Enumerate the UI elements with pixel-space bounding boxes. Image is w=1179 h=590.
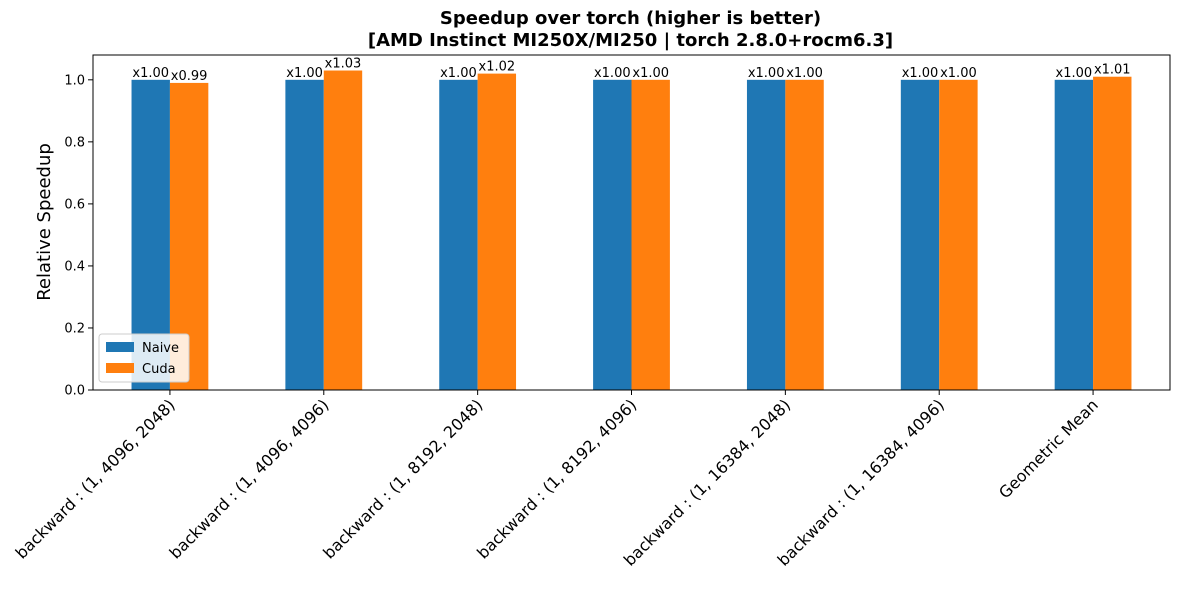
bar-label-naive-5: x1.00 [902,66,939,81]
bar-naive-4 [746,79,786,390]
bar-cuda-6 [1093,76,1132,391]
x-tick-label-5: backward : (1, 16384, 4096) [774,395,948,569]
bar-label-naive-3: x1.00 [594,66,631,81]
bar-label-naive-0: x1.00 [132,66,169,81]
bar-naive-6 [1054,79,1094,390]
legend-label-cuda: Cuda [142,362,176,377]
bar-label-cuda-0: x0.99 [171,69,208,84]
y-tick-label-0: 0.0 [64,384,85,399]
y-tick-label-2: 0.4 [64,259,85,274]
x-tick-label-1: backward : (1, 4096, 4096) [165,395,332,562]
bar-label-naive-4: x1.00 [748,66,785,81]
bar-cuda-5 [939,79,978,390]
x-tick-label-3: backward : (1, 8192, 4096) [473,395,640,562]
y-tick-label-3: 0.6 [64,197,85,212]
x-tick-label-6: Geometric Mean [995,395,1102,502]
chart-subtitle: [AMD Instinct MI250X/MI250 | torch 2.8.0… [368,30,893,51]
bar-label-naive-1: x1.00 [286,66,323,81]
bar-label-naive-2: x1.00 [440,66,477,81]
bar-label-cuda-4: x1.00 [786,66,823,81]
bar-naive-3 [593,79,632,390]
bar-label-cuda-5: x1.00 [940,66,977,81]
bar-label-naive-6: x1.00 [1056,66,1093,81]
y-tick-label-5: 1.0 [64,73,85,88]
x-tick-label-2: backward : (1, 8192, 2048) [319,395,486,562]
y-tick-label-4: 0.8 [64,135,85,150]
bar-cuda-4 [785,79,824,390]
bar-naive-1 [285,79,324,390]
bar-label-cuda-2: x1.02 [479,60,516,75]
bar-naive-2 [439,79,478,390]
y-axis-label: Relative Speedup [34,143,55,301]
x-tick-label-4: backward : (1, 16384, 2048) [620,395,794,569]
bar-cuda-1 [323,70,363,390]
bar-label-cuda-6: x1.01 [1094,63,1131,78]
bar-label-cuda-1: x1.03 [325,57,362,72]
x-tick-label-0: backward : (1, 4096, 2048) [12,395,179,562]
chart-title: Speedup over torch (higher is better) [440,8,821,29]
bar-naive-5 [900,79,940,390]
legend-label-naive: Naive [142,341,179,356]
bar-label-cuda-3: x1.00 [632,66,669,81]
legend-swatch-naive [106,342,134,352]
y-tick-label-1: 0.2 [64,321,85,336]
bar-cuda-2 [477,73,517,390]
plot-area: x1.00 x1.00 x1.00 x1.00 x1.00 x1.00 x1.00x0.99… [12,54,1171,570]
bar-cuda-3 [631,79,670,390]
legend-swatch-cuda [106,363,134,373]
